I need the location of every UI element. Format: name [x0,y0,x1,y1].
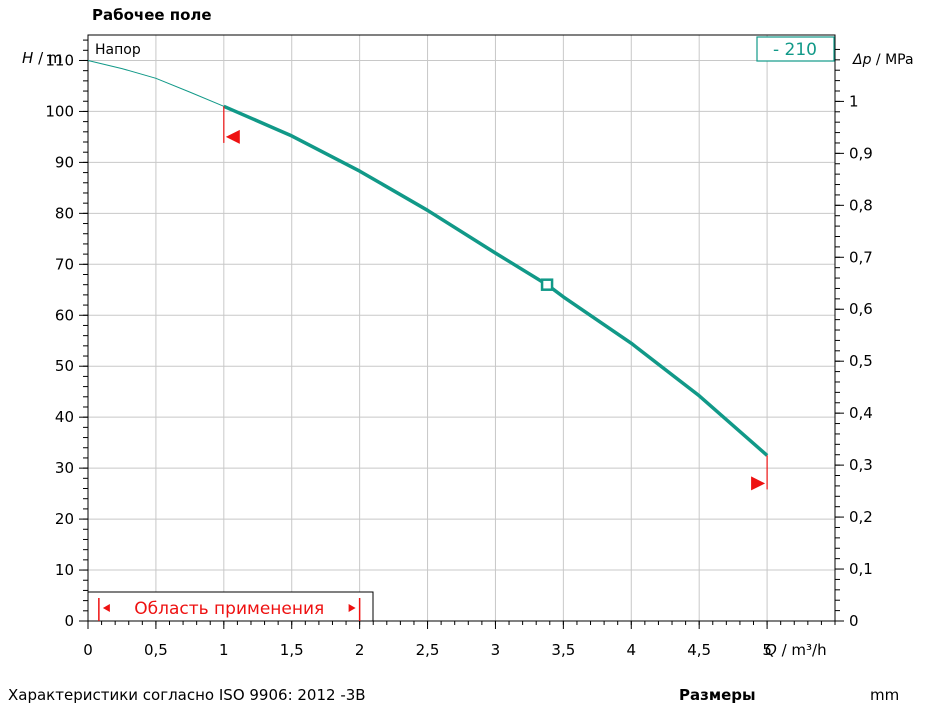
duty-point-marker [540,278,554,291]
y-right-tick-label: 0 [849,612,859,630]
application-range-right-arrow [348,604,356,612]
y-tick-label: 10 [55,561,74,579]
y-right-axis-label: Δp / MPa [852,52,914,68]
series-badge-text: - 210 [773,40,817,60]
y-right-tick-label: 0,9 [849,144,873,162]
x-tick-label: 0,5 [144,641,168,659]
curve-extension [87,60,224,107]
x-tick-label: 1 [219,641,229,659]
y-axis-unit: / m [38,49,62,67]
application-range-box: Область применения [87,591,374,622]
y-right-axis-unit: / MPa [876,52,914,68]
characteristics-note: Характеристики согласно ISO 9906: 2012 -… [8,686,366,704]
x-tick-label: 3 [491,641,501,659]
application-range-frame [87,591,374,622]
series-badge: - 210 [756,36,835,62]
y-right-tick-label: 0,2 [849,508,873,526]
y-right-tick-label: 0,3 [849,456,873,474]
x-tick-label: 3,5 [551,641,575,659]
y-right-tick-label: 0,6 [849,300,873,318]
head-box-label: Напор [95,42,141,58]
y-right-tick-label: 0,1 [849,560,873,578]
x-axis-label: Q / m³/h [765,641,827,659]
y-right-tick-label: 0,7 [849,248,873,266]
dimensions-unit: mm [870,686,900,704]
y-tick-label: 100 [45,102,74,120]
application-range-label: Область применения [134,599,324,619]
axis-labels: 0 0,5 1 1,5 2 2,5 3 3,5 4 4,5 50102030405060708090… [22,36,914,659]
series-badge-frame [756,36,835,62]
y-right-tick-label: 1 [849,92,859,110]
y-tick-label: 80 [55,204,74,222]
y-right-axis-symbol: Δp [852,52,876,68]
y-right-tick-label: 0,4 [849,404,873,422]
curve-operating [223,104,769,457]
y-tick-label: 90 [55,153,74,171]
range-end-marker [751,476,766,491]
grid [88,35,835,621]
range-start-marker [225,129,240,144]
x-tick-label: 2,5 [416,641,440,659]
y-tick-label: 20 [55,510,74,528]
x-axis-symbol: Q [765,641,782,659]
plot-frame [87,34,836,622]
y-tick-label: 70 [55,255,74,273]
x-tick-label: 2 [355,641,365,659]
x-tick-label: 4 [626,641,636,659]
x-tick-label: 4,5 [687,641,711,659]
dimensions-label: Размеры [679,686,756,704]
minor-ticks [79,39,844,629]
y-right-tick-label: 0,5 [849,352,873,370]
marker-layer [223,106,768,491]
x-axis-unit: / m³/h [782,641,827,659]
y-tick-label: 0 [64,612,74,630]
y-axis-label: H / m [22,49,63,67]
x-tick-label: 5 [762,641,772,659]
y-tick-label: 30 [55,459,74,477]
y-tick-label: 60 [55,306,74,324]
y-axis-symbol: H [22,49,38,67]
y-right-tick-label: 0,8 [849,196,873,214]
application-range-left-arrow [102,604,110,612]
curve-layer [87,60,769,457]
chart-title: Рабочее поле [92,6,212,24]
y-tick-label: 110 [45,51,74,69]
x-tick-label: 0 [83,641,93,659]
y-tick-label: 40 [55,408,74,426]
y-tick-label: 50 [55,357,74,375]
x-tick-label: 1,5 [280,641,304,659]
